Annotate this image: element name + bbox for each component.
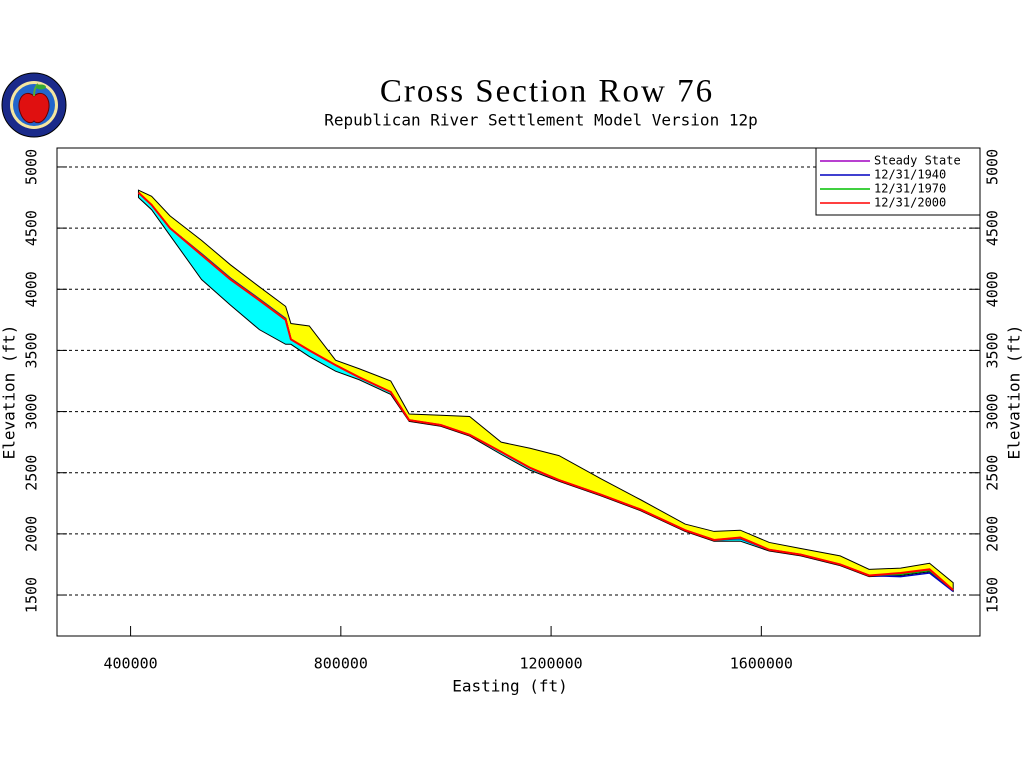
- legend-box: [815, 147, 981, 216]
- x-tick-label: 1200000: [519, 655, 582, 673]
- y-tick-label-right: 4500: [984, 210, 1002, 246]
- series-line: [137, 192, 954, 591]
- y-tick-label-right: 2000: [984, 516, 1002, 552]
- series-line: [137, 191, 954, 591]
- chart-title: Cross Section Row 76: [380, 74, 714, 110]
- series-line: [137, 192, 954, 592]
- y-tick-label: 3000: [23, 394, 41, 430]
- y-tick-label: 4000: [23, 271, 41, 307]
- y-axis-label: Elevation (ft): [0, 325, 19, 460]
- x-axis-label: Easting (ft): [452, 677, 568, 696]
- y-tick-label-right: 4000: [984, 271, 1002, 307]
- y-tick-label: 2000: [23, 516, 41, 552]
- x-tick-label: 800000: [314, 655, 368, 673]
- chart-subtitle: Republican River Settlement Model Versio…: [324, 111, 757, 130]
- y-tick-label: 5000: [23, 149, 41, 185]
- y-tick-label-right: 3000: [984, 394, 1002, 430]
- plot-frame: [56, 147, 981, 637]
- y-tick-label: 1500: [23, 577, 41, 613]
- y-tick-label-right: 2500: [984, 455, 1002, 491]
- y-tick-label-right: 1500: [984, 577, 1002, 613]
- legend-label: Steady State: [874, 154, 961, 168]
- y-tick-label-right: 5000: [984, 149, 1002, 185]
- x-tick-label: 1600000: [730, 655, 793, 673]
- layer-area: [137, 191, 954, 593]
- y-tick-label: 3500: [23, 332, 41, 368]
- layer-area: [137, 189, 954, 592]
- series-line: [137, 192, 954, 591]
- legend-label: 12/31/2000: [874, 196, 946, 210]
- y-tick-label: 4500: [23, 210, 41, 246]
- y-tick-label-right: 3500: [984, 332, 1002, 368]
- y-tick-label: 2500: [23, 455, 41, 491]
- y-axis-label-right: Elevation (ft): [1005, 325, 1024, 460]
- x-tick-label: 400000: [103, 655, 157, 673]
- legend-label: 12/31/1940: [874, 168, 946, 182]
- legend-label: 12/31/1970: [874, 182, 946, 196]
- logo: [1, 72, 67, 138]
